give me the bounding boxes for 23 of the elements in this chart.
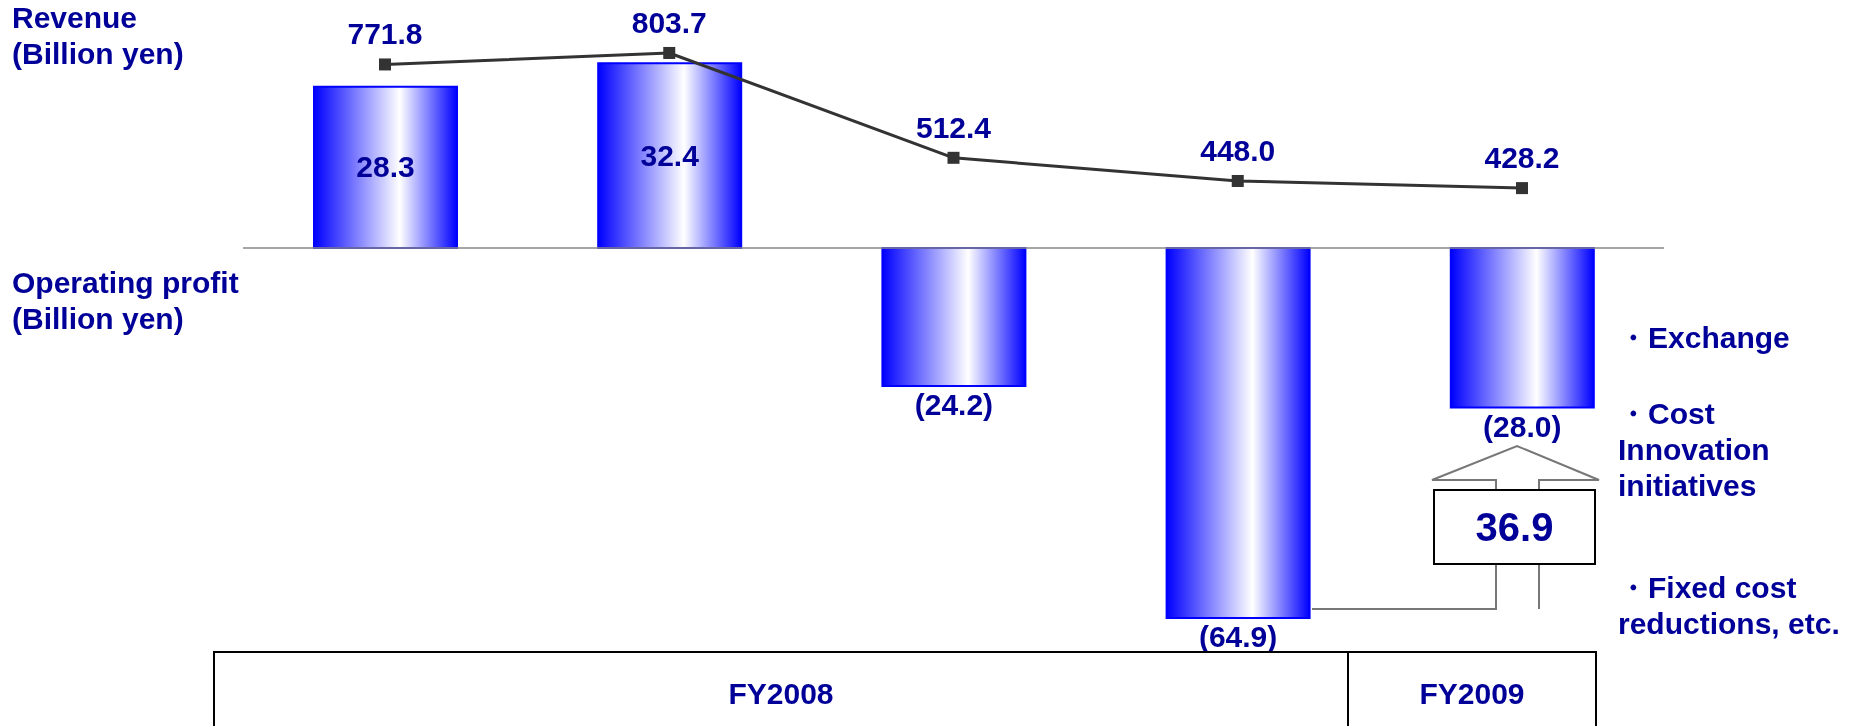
point: [1516, 182, 1528, 195]
text: FY2009: [1347, 651, 1597, 726]
data-label: 28.3: [356, 150, 415, 184]
annotation: ・Fixed cost reductions, etc.: [1618, 570, 1841, 642]
y-axis-title: Operating profit (Billion yen): [12, 265, 240, 337]
data-label: 448.0: [1200, 133, 1276, 167]
point: [663, 46, 676, 59]
data-label: 771.8: [347, 17, 423, 51]
data-label: 32.4: [640, 138, 700, 172]
annotation: ・Exchange: [1618, 320, 1791, 356]
data-label: (24.2): [914, 387, 994, 421]
data-label: 512.4: [915, 110, 992, 144]
data-label: 803.7: [631, 5, 707, 39]
data-label: (64.9): [1198, 619, 1278, 653]
data-label: 428.2: [1484, 141, 1560, 175]
point: [1231, 174, 1244, 187]
point: [947, 151, 960, 164]
y-axis-title: Revenue (Billion yen): [12, 0, 185, 72]
data-label: (28.0): [1483, 409, 1562, 443]
annotation: 36.9: [1434, 490, 1595, 564]
point: [379, 58, 391, 71]
annotation: ・Cost Innovation initiatives: [1618, 396, 1771, 504]
text: FY2008: [213, 651, 1349, 726]
